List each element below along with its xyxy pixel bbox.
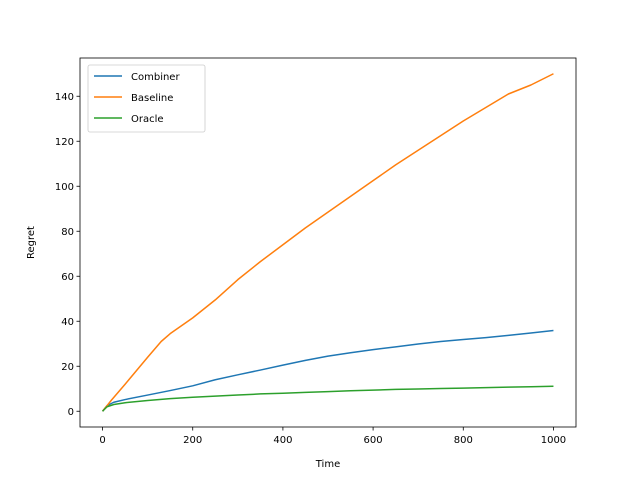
legend-frame xyxy=(87,64,206,133)
y-tick-label: 40 xyxy=(61,317,74,328)
x-tick-label: 800 xyxy=(454,435,473,446)
series-line-combiner xyxy=(101,329,554,412)
x-tick-label: 600 xyxy=(364,435,383,446)
y-tick-label: 120 xyxy=(55,137,74,148)
x-tick-label: 200 xyxy=(183,435,202,446)
series-line-baseline xyxy=(101,73,554,412)
y-tick-label: 0 xyxy=(68,407,74,418)
legend: Combiner Baseline Oracle xyxy=(87,64,206,133)
legend-label-oracle: Oracle xyxy=(131,114,164,125)
x-tick-label: 0 xyxy=(99,435,105,446)
y-tick-label: 80 xyxy=(61,227,74,238)
x-tick-label: 400 xyxy=(273,435,292,446)
y-tick-label: 140 xyxy=(55,92,74,103)
legend-label-combiner: Combiner xyxy=(131,72,180,83)
y-tick-label: 60 xyxy=(61,272,74,283)
legend-label-baseline: Baseline xyxy=(131,93,173,104)
y-tick-label: 20 xyxy=(61,362,74,373)
x-axis-label: Time xyxy=(315,459,340,470)
x-axis-ticks: 0 200 400 600 800 1000 xyxy=(99,427,566,446)
y-tick-label: 100 xyxy=(55,182,74,193)
plot-area-frame xyxy=(79,57,577,428)
x-tick-label: 1000 xyxy=(541,435,566,446)
y-axis-ticks: 0 20 40 60 80 100 120 140 xyxy=(55,92,80,418)
plot-lines xyxy=(101,73,554,412)
y-axis-label: Regret xyxy=(26,226,37,259)
series-line-oracle xyxy=(102,385,554,412)
